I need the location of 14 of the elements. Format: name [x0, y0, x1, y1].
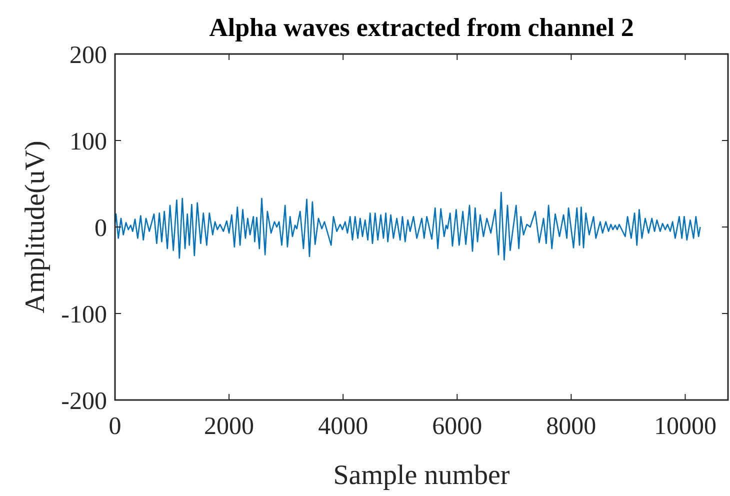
x-tick-label: 4000: [318, 413, 368, 440]
y-tick-label: -100: [61, 301, 107, 328]
x-tick-label: 6000: [432, 413, 482, 440]
line-series: [114, 192, 701, 261]
chart-title: Alpha waves extracted from channel 2: [209, 13, 634, 42]
x-tick-label: 10000: [654, 413, 716, 440]
x-tick-label: 8000: [546, 413, 596, 440]
y-tick-label: 100: [70, 128, 107, 156]
y-tick-label: 0: [94, 214, 107, 242]
y-tick-label: 200: [70, 42, 107, 69]
y-tick-label: -200: [61, 388, 107, 415]
x-tick-label: 2000: [204, 413, 254, 440]
x-axis-title: Sample number: [333, 460, 510, 491]
y-axis-title: Amplitude(uV): [20, 140, 51, 314]
